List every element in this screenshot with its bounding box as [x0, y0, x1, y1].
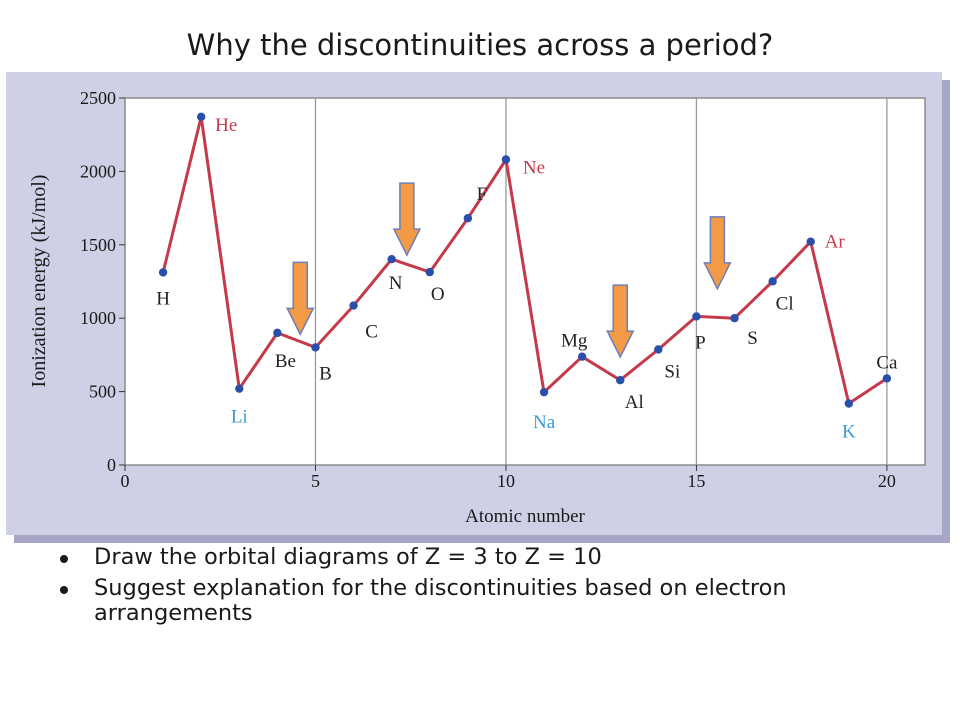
data-point — [882, 374, 892, 383]
data-point — [654, 345, 663, 354]
element-label: Cl — [776, 293, 794, 314]
data-point — [768, 277, 777, 286]
data-point — [235, 384, 244, 393]
data-point — [463, 214, 473, 223]
down-arrow-icon — [606, 284, 635, 359]
element-label: P — [695, 332, 706, 353]
data-point — [844, 399, 854, 408]
data-point — [577, 352, 587, 361]
x-tick-label: 5 — [311, 471, 320, 491]
down-arrow-icon — [286, 261, 315, 337]
data-point — [311, 343, 320, 352]
data-point — [539, 387, 549, 397]
element-label: Si — [664, 361, 680, 382]
data-point — [425, 267, 434, 277]
data-point — [273, 328, 282, 338]
data-point — [806, 237, 815, 246]
bullet-dot-icon — [60, 555, 68, 563]
element-label: Ne — [523, 158, 545, 179]
element-label: O — [431, 284, 445, 305]
x-tick-label: 20 — [878, 471, 896, 491]
x-tick-label: 10 — [497, 471, 515, 491]
down-arrow-icon — [392, 182, 422, 257]
data-point — [158, 268, 168, 277]
bullet-list: Draw the orbital diagrams of Z = 3 to Z … — [58, 544, 918, 633]
series-line-group — [161, 115, 888, 405]
x-axis-label: Atomic number — [465, 506, 585, 527]
y-axis-label: Ionization energy (kJ/mol) — [28, 175, 50, 388]
element-label: H — [156, 288, 170, 309]
element-label: Ca — [876, 352, 898, 373]
down-arrow-icon — [703, 216, 732, 291]
bullet-text: Suggest explanation for the discontinuit… — [94, 575, 787, 627]
element-labels: H He Li Be B C N O F Ne Na Mg Al Si P S Cl Ar K Ca — [156, 115, 898, 443]
element-label: Ar — [825, 232, 846, 253]
bullet-text: Draw the orbital diagrams of Z = 3 to Z … — [94, 544, 602, 570]
data-point — [692, 312, 701, 321]
y-axis-ticks: 0 500 1000 1500 2000 2500 — [80, 88, 125, 475]
y-tick-label: 1500 — [80, 235, 116, 255]
element-label: Li — [231, 407, 248, 428]
data-points — [158, 112, 892, 408]
data-point — [196, 112, 206, 121]
data-point — [349, 301, 358, 310]
element-label: Al — [625, 392, 644, 413]
element-label: F — [477, 184, 488, 205]
element-label: C — [365, 322, 378, 343]
y-tick-label: 2500 — [80, 88, 116, 108]
data-point — [616, 375, 625, 385]
slide-title: Why the discontinuities across a period? — [186, 28, 774, 62]
x-tick-label: 15 — [687, 471, 705, 491]
element-label: He — [215, 115, 237, 136]
element-label: Mg — [561, 331, 588, 352]
x-axis-ticks: 0 5 10 15 20 — [121, 465, 896, 491]
data-point — [501, 155, 511, 164]
arrow-annotations — [286, 182, 732, 359]
x-tick-label: 0 — [121, 471, 130, 491]
plot-area — [124, 97, 926, 466]
data-point — [730, 314, 739, 323]
element-label: N — [389, 273, 403, 294]
bullet-item: Suggest explanation for the discontinuit… — [58, 576, 918, 626]
element-label: K — [842, 421, 856, 442]
element-label: Be — [275, 351, 296, 372]
bullet-item: Draw the orbital diagrams of Z = 3 to Z … — [58, 544, 918, 570]
element-label: B — [319, 363, 332, 384]
y-tick-label: 500 — [89, 382, 116, 402]
y-tick-label: 1000 — [80, 308, 116, 328]
bullet-dot-icon — [60, 586, 68, 595]
element-label: Na — [533, 412, 556, 433]
series-line — [161, 115, 888, 405]
data-point — [387, 254, 396, 264]
y-tick-label: 0 — [107, 455, 116, 475]
element-label: S — [747, 328, 758, 349]
y-tick-label: 2000 — [80, 161, 116, 181]
